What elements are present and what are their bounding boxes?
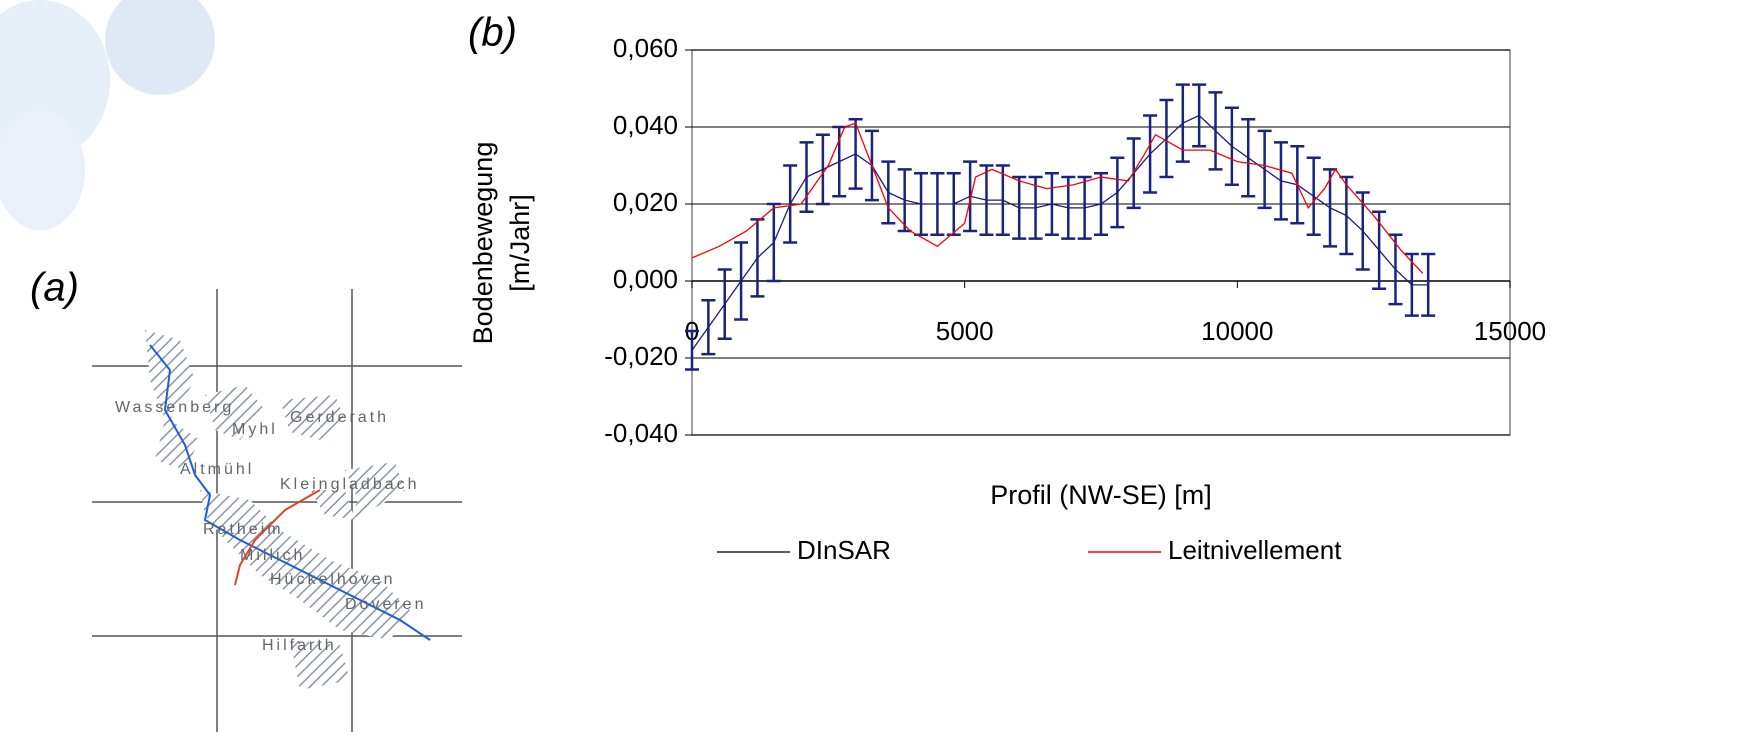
x-tick-label: 5000 [936,316,994,346]
y-tick-label: 0,060 [613,33,678,63]
panel-label: (a) [30,266,79,310]
y-tick-label: -0,040 [604,418,678,448]
place-label: Hilfarth [262,637,337,654]
place-label: Millich [240,547,305,564]
y-axis-label: Bodenbewegung [468,142,498,345]
map: Wassenberg Myhl Gerderath Altmühl Kleingladb… [92,289,462,732]
x-tick-label: 10000 [1201,316,1273,346]
plot-area [691,49,1511,436]
background-blobs [0,0,215,230]
x-tick-label: 15000 [1474,316,1546,346]
series-line [691,122,1424,274]
y-tick-label: 0,020 [613,187,678,217]
series-line [691,114,1429,351]
y-tick-label: 0,040 [613,110,678,140]
place-label: Gerderath [290,409,389,426]
y-tick-label: -0,020 [604,341,678,371]
place-label: Hückelhoven [270,571,396,588]
place-label: Ratheim [203,521,284,538]
panel-label: (b) [468,11,517,55]
place-label: Wassenberg [115,399,234,416]
place-label: Myhl [232,421,278,438]
place-label: Altmühl [180,461,254,478]
y-tick-label: 0,000 [613,264,678,294]
legend-label: Leitnivellement [1168,535,1342,565]
place-label: Doveren [345,596,426,613]
x-axis-label: Profil (NW-SE) [m] [990,480,1212,510]
place-label: Kleingladbach [280,476,420,493]
y-axis-label: [m/Jahr] [505,194,535,292]
legend-label: DInSAR [797,535,891,565]
